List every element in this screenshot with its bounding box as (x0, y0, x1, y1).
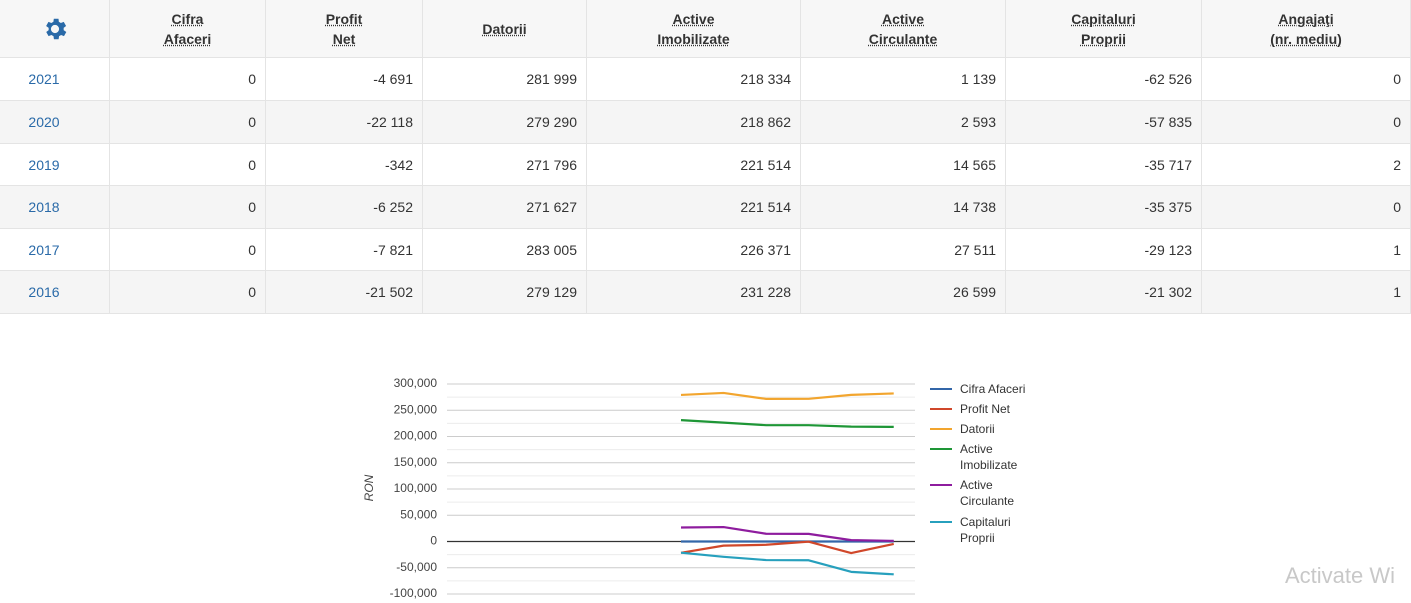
header-text[interactable]: Imobilizate (657, 30, 730, 47)
table-cell: -7 821 (266, 229, 423, 271)
table-cell: 27 511 (801, 229, 1006, 271)
table-cell: 1 139 (801, 58, 1006, 101)
header-text[interactable]: Datorii (482, 20, 527, 37)
financial-table: Cifra Afaceri Profit Net Datorii Active Imobil… (0, 0, 1411, 314)
table-cell: -342 (266, 144, 423, 186)
legend-label: Cifra Afaceri (960, 382, 1026, 396)
table-cell: 0 (110, 58, 266, 101)
y-axis-label: RON (362, 474, 376, 501)
series-line (680, 525, 894, 543)
y-tick-label: 50,000 (400, 507, 437, 521)
table-cell: -35 375 (1006, 186, 1202, 229)
column-header: Datorii (423, 0, 587, 58)
table-cell: -29 123 (1006, 229, 1202, 271)
table-cell: 0 (110, 144, 266, 186)
y-tick-label: 300,000 (394, 376, 438, 390)
series-line (680, 419, 894, 428)
column-header: Capitaluri Proprii (1006, 0, 1202, 58)
table-cell: 0 (110, 186, 266, 229)
y-tick-label: 250,000 (394, 402, 438, 416)
table-cell: 0 (1202, 58, 1411, 101)
table-cell: 226 371 (587, 229, 801, 271)
settings-cell (0, 0, 110, 58)
table-cell: 0 (1202, 101, 1411, 144)
watermark: Activate Wi (1285, 563, 1396, 588)
table-cell: 2 (1202, 144, 1411, 186)
table-cell: 283 005 (423, 229, 587, 271)
series-line (680, 540, 894, 555)
header-text[interactable]: Active (881, 10, 925, 27)
series-line (680, 551, 894, 576)
legend-label: Profit Net (960, 402, 1011, 416)
table-cell: 0 (110, 101, 266, 144)
table-cell: -21 502 (266, 271, 423, 314)
y-tick-label: 200,000 (394, 429, 438, 443)
column-header: Active Circulante (801, 0, 1006, 58)
table-cell: -6 252 (266, 186, 423, 229)
table-cell: -21 302 (1006, 271, 1202, 314)
legend-label: Active Imobilizate (960, 442, 1018, 472)
header-text[interactable]: Circulante (868, 30, 938, 47)
header-text[interactable]: Net (332, 30, 356, 47)
header-text[interactable]: Active (672, 10, 715, 27)
year-link: 2019 (0, 144, 110, 186)
header-text[interactable]: Angajaţi (1278, 10, 1334, 27)
table-cell: 218 862 (587, 101, 801, 144)
series-line (680, 391, 894, 400)
table-cell: 279 290 (423, 101, 587, 144)
table-cell: 0 (110, 229, 266, 271)
table-cell: 271 627 (423, 186, 587, 229)
table-cell: 231 228 (587, 271, 801, 314)
y-tick-label: -50,000 (396, 560, 437, 574)
column-header: Active Imobilizate (587, 0, 801, 58)
year-link: 2018 (0, 186, 110, 229)
table-cell: -57 835 (1006, 101, 1202, 144)
table-cell: 26 599 (801, 271, 1006, 314)
legend-label: Active Circulante (960, 478, 1015, 508)
table-cell: -62 526 (1006, 58, 1202, 101)
table-cell: 14 738 (801, 186, 1006, 229)
year-link: 2016 (0, 271, 110, 314)
table-cell: -35 717 (1006, 144, 1202, 186)
table-cell: 218 334 (587, 58, 801, 101)
table-cell: 221 514 (587, 186, 801, 229)
table-cell: 221 514 (587, 144, 801, 186)
table-cell: -22 118 (266, 101, 423, 144)
table-cell: 0 (1202, 186, 1411, 229)
gear-icon[interactable] (41, 15, 69, 43)
table-cell: 1 (1202, 271, 1411, 314)
header-text[interactable]: (nr. mediu) (1270, 30, 1342, 47)
header-text[interactable]: Afaceri (163, 30, 212, 47)
table-cell: 2 593 (801, 101, 1006, 144)
header-text[interactable]: Proprii (1080, 30, 1127, 47)
header-text[interactable]: Profit (325, 10, 363, 27)
y-tick-label: -100,000 (390, 586, 438, 600)
table-cell: 0 (110, 271, 266, 314)
header-text[interactable]: Cifra (171, 10, 204, 27)
column-header: Angajaţi (nr. mediu) (1202, 0, 1411, 58)
year-link: 2021 (0, 58, 110, 101)
table-cell: 14 565 (801, 144, 1006, 186)
table-cell: -4 691 (266, 58, 423, 101)
column-header: Profit Net (266, 0, 423, 58)
legend-label: Datorii (960, 422, 995, 436)
table-cell: 271 796 (423, 144, 587, 186)
table-cell: 1 (1202, 229, 1411, 271)
table-cell: 279 129 (423, 271, 587, 314)
y-tick-label: 100,000 (394, 481, 438, 495)
y-tick-label: 0 (430, 534, 437, 548)
year-link: 2020 (0, 101, 110, 144)
year-link: 2017 (0, 229, 110, 271)
legend-label: Capitaluri Proprii (960, 515, 1011, 545)
table-cell: 281 999 (423, 58, 587, 101)
y-tick-label: 150,000 (394, 455, 438, 469)
column-header: Cifra Afaceri (110, 0, 266, 58)
header-text[interactable]: Capitaluri (1071, 10, 1136, 27)
